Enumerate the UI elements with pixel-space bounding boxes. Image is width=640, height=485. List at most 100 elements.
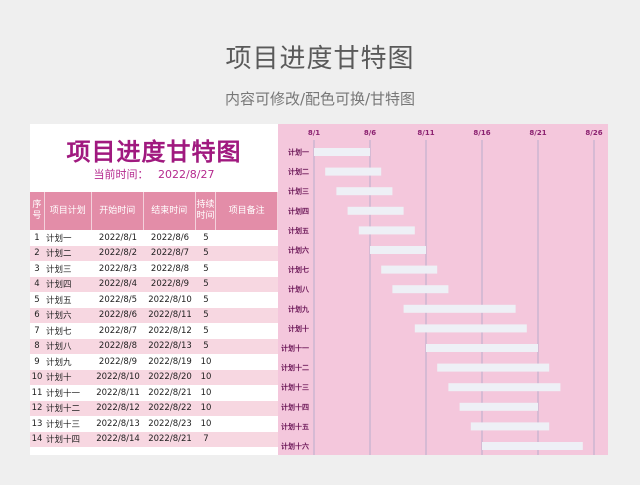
- cell-no[interactable]: 5: [34, 294, 40, 305]
- cell-duration[interactable]: 10: [200, 418, 212, 429]
- cell-end[interactable]: 2022/8/13: [148, 341, 192, 352]
- cell-end[interactable]: 2022/8/10: [148, 294, 192, 305]
- cell-name[interactable]: 计划十四: [46, 435, 81, 446]
- cell-duration[interactable]: 10: [200, 403, 212, 414]
- cell-duration[interactable]: 10: [200, 372, 212, 383]
- cell-end[interactable]: 2022/8/6: [150, 232, 190, 243]
- gantt-bar[interactable]: [459, 402, 538, 411]
- cell-no[interactable]: 3: [34, 263, 40, 274]
- cell-no[interactable]: 2: [34, 248, 40, 259]
- cell-duration[interactable]: 5: [203, 294, 209, 305]
- gantt-bar[interactable]: [314, 148, 370, 156]
- cell-end[interactable]: 2022/8/11: [148, 310, 192, 321]
- cell-start[interactable]: 2022/8/11: [96, 387, 140, 398]
- gantt-bar[interactable]: [325, 167, 382, 176]
- col-header-end[interactable]: 结束时间: [144, 192, 196, 230]
- cell-no[interactable]: 13: [31, 418, 43, 429]
- cell-start[interactable]: 2022/8/1: [98, 232, 138, 243]
- cell-duration[interactable]: 5: [203, 325, 209, 336]
- cell-end[interactable]: 2022/8/20: [148, 372, 192, 383]
- cell-start[interactable]: 2022/8/14: [96, 434, 140, 445]
- cell-start[interactable]: 2022/8/7: [98, 325, 138, 336]
- cell-name[interactable]: 计划四: [46, 280, 72, 291]
- cell-start[interactable]: 2022/8/10: [96, 372, 140, 383]
- cell-no[interactable]: 9: [34, 356, 40, 367]
- cell-start[interactable]: 2022/8/5: [98, 294, 138, 305]
- gantt-bar[interactable]: [470, 422, 550, 431]
- cell-name[interactable]: 计划十: [46, 373, 72, 384]
- cell-end[interactable]: 2022/8/22: [148, 403, 192, 414]
- table-row[interactable]: 9 计划九 2022/8/9 2022/8/19 10: [30, 354, 278, 370]
- table-row[interactable]: 4 计划四 2022/8/4 2022/8/9 5: [30, 276, 278, 292]
- cell-duration[interactable]: 10: [200, 356, 212, 367]
- cell-duration[interactable]: 7: [203, 434, 209, 445]
- table-row[interactable]: 8 计划八 2022/8/8 2022/8/13 5: [30, 338, 278, 354]
- cell-no[interactable]: 11: [31, 387, 43, 398]
- cell-name[interactable]: 计划三: [46, 264, 72, 275]
- cell-duration[interactable]: 5: [203, 310, 209, 321]
- col-header-no[interactable]: 序号: [30, 192, 45, 230]
- gantt-bar[interactable]: [370, 246, 426, 254]
- gantt-bar[interactable]: [448, 383, 561, 392]
- col-header-note[interactable]: 项目备注: [216, 192, 279, 230]
- cell-end[interactable]: 2022/8/9: [150, 279, 190, 290]
- col-header-start[interactable]: 开始时间: [92, 192, 144, 230]
- table-row[interactable]: 7 计划七 2022/8/7 2022/8/12 5: [30, 323, 278, 339]
- cell-no[interactable]: 6: [34, 310, 40, 321]
- cell-start[interactable]: 2022/8/6: [98, 310, 138, 321]
- current-time-value[interactable]: 2022/8/27: [158, 168, 215, 181]
- table-row[interactable]: 6 计划六 2022/8/6 2022/8/11 5: [30, 307, 278, 323]
- cell-start[interactable]: 2022/8/13: [96, 418, 140, 429]
- cell-duration[interactable]: 5: [203, 263, 209, 274]
- cell-duration[interactable]: 5: [203, 232, 209, 243]
- table-row[interactable]: 3 计划三 2022/8/3 2022/8/8 5: [30, 261, 278, 277]
- cell-end[interactable]: 2022/8/12: [148, 325, 192, 336]
- cell-no[interactable]: 1: [34, 232, 40, 243]
- gantt-bar[interactable]: [414, 324, 527, 333]
- cell-duration[interactable]: 5: [203, 279, 209, 290]
- cell-no[interactable]: 7: [34, 325, 40, 336]
- cell-no[interactable]: 8: [34, 341, 40, 352]
- table-row[interactable]: 2 计划二 2022/8/2 2022/8/7 5: [30, 245, 278, 261]
- table-row[interactable]: 1 计划一 2022/8/1 2022/8/6 5: [30, 230, 278, 246]
- table-row[interactable]: 13 计划十三 2022/8/13 2022/8/23 10: [30, 416, 278, 432]
- table-row[interactable]: 12 计划十二 2022/8/12 2022/8/22 10: [30, 400, 278, 416]
- cell-start[interactable]: 2022/8/4: [98, 279, 138, 290]
- cell-name[interactable]: 计划九: [46, 357, 72, 368]
- cell-duration[interactable]: 5: [203, 341, 209, 352]
- cell-name[interactable]: 计划二: [46, 249, 72, 260]
- cell-no[interactable]: 4: [34, 279, 40, 290]
- cell-name[interactable]: 计划一: [46, 233, 72, 244]
- table-row[interactable]: 14 计划十四 2022/8/14 2022/8/21 7: [30, 431, 278, 447]
- gantt-bar[interactable]: [403, 304, 516, 313]
- cell-name[interactable]: 计划十二: [46, 404, 81, 415]
- cell-name[interactable]: 计划五: [46, 295, 72, 306]
- cell-start[interactable]: 2022/8/8: [98, 341, 138, 352]
- cell-start[interactable]: 2022/8/3: [98, 263, 138, 274]
- cell-duration[interactable]: 5: [203, 248, 209, 259]
- col-header-name[interactable]: 项目计划: [45, 192, 92, 230]
- cell-end[interactable]: 2022/8/21: [148, 434, 192, 445]
- gantt-bar[interactable]: [336, 187, 393, 196]
- cell-name[interactable]: 计划十三: [46, 419, 81, 430]
- cell-name[interactable]: 计划十一: [46, 388, 81, 399]
- gantt-bar[interactable]: [426, 344, 538, 352]
- cell-start[interactable]: 2022/8/9: [98, 356, 138, 367]
- cell-end[interactable]: 2022/8/23: [148, 418, 192, 429]
- table-row[interactable]: 5 计划五 2022/8/5 2022/8/10 5: [30, 292, 278, 308]
- gantt-bar[interactable]: [437, 363, 550, 372]
- gantt-bar[interactable]: [482, 442, 583, 450]
- cell-no[interactable]: 14: [31, 434, 43, 445]
- gantt-bar[interactable]: [347, 206, 404, 215]
- cell-no[interactable]: 12: [31, 403, 43, 414]
- gantt-bar[interactable]: [381, 265, 438, 274]
- cell-end[interactable]: 2022/8/8: [150, 263, 190, 274]
- cell-duration[interactable]: 10: [200, 387, 212, 398]
- cell-end[interactable]: 2022/8/21: [148, 387, 192, 398]
- cell-start[interactable]: 2022/8/12: [96, 403, 140, 414]
- cell-name[interactable]: 计划七: [46, 326, 72, 337]
- gantt-bar[interactable]: [392, 285, 449, 294]
- cell-name[interactable]: 计划六: [46, 311, 72, 322]
- gantt-bar[interactable]: [358, 226, 415, 235]
- cell-start[interactable]: 2022/8/2: [98, 248, 138, 259]
